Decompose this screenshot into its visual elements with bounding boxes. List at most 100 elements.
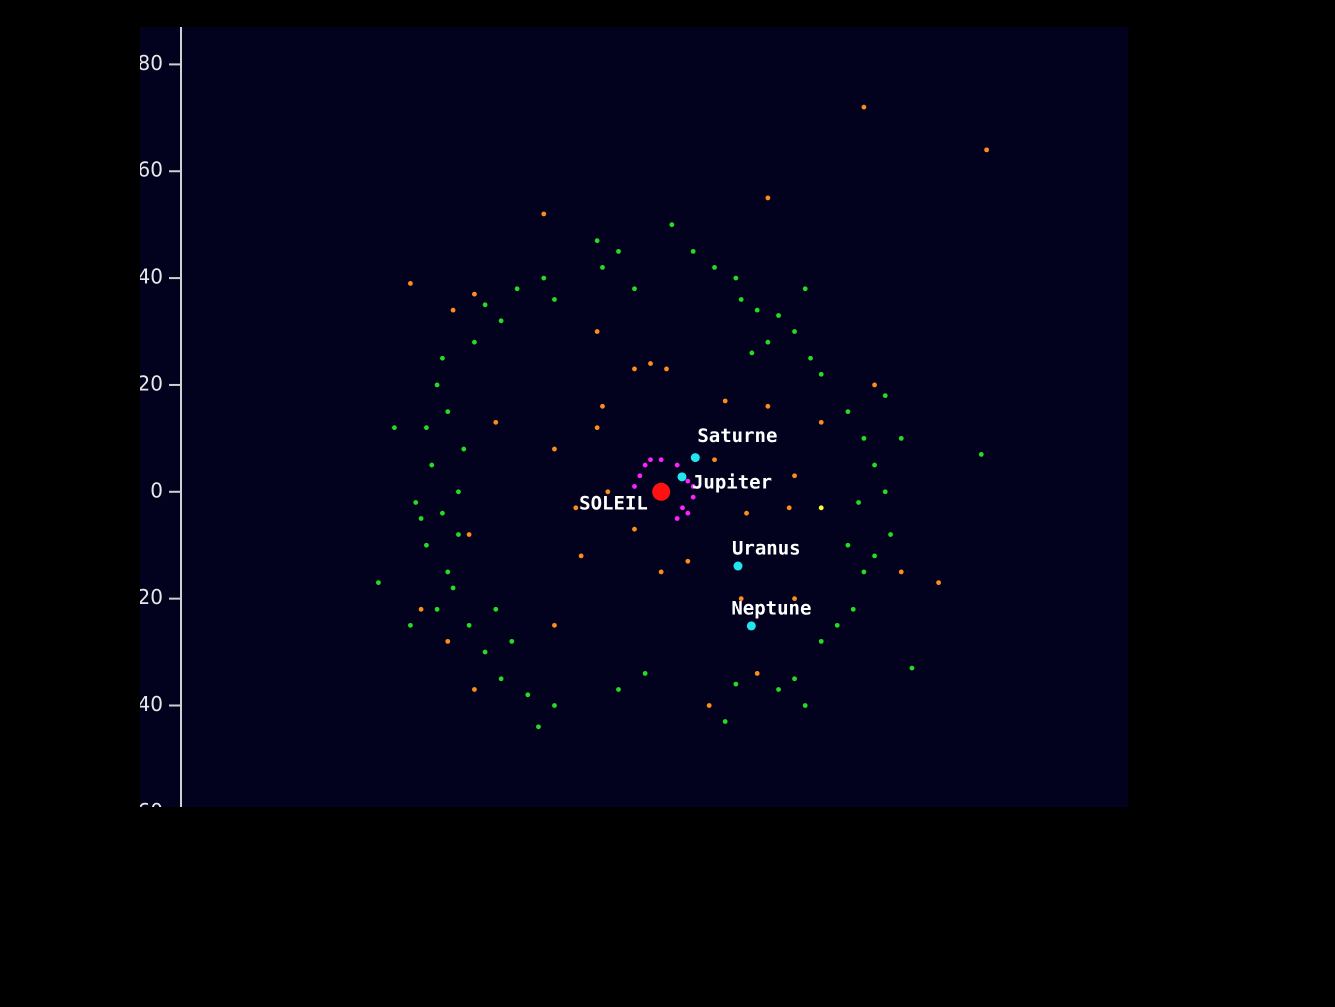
point [738, 297, 744, 302]
point [792, 329, 797, 334]
point [808, 355, 813, 361]
point [658, 457, 664, 463]
point [408, 622, 413, 628]
point [818, 505, 824, 511]
point [856, 500, 861, 505]
point [440, 510, 445, 516]
y-tick-label: 60 [138, 158, 163, 182]
planet-label: Saturne [697, 425, 777, 447]
point [472, 339, 477, 345]
point [765, 403, 771, 409]
point [861, 104, 867, 110]
point [600, 403, 605, 409]
point [408, 281, 413, 286]
point [776, 313, 781, 318]
point [685, 558, 691, 564]
point [594, 329, 600, 334]
point [669, 222, 675, 228]
point [936, 580, 941, 586]
point [898, 569, 904, 575]
point [850, 606, 856, 612]
point [632, 526, 637, 532]
planet-label: Neptune [731, 597, 811, 619]
point [605, 489, 611, 495]
point [536, 724, 541, 730]
point [461, 446, 467, 452]
point [888, 532, 893, 537]
point [376, 580, 381, 586]
planet [677, 472, 687, 482]
point [578, 553, 584, 559]
point [525, 692, 531, 698]
y-tick-label: 0 [150, 478, 163, 502]
point [493, 606, 499, 612]
point [690, 248, 696, 254]
point [616, 687, 621, 692]
point [648, 361, 653, 366]
point [456, 489, 461, 495]
point [493, 419, 499, 425]
y-tick-label: 20 [138, 371, 163, 395]
point [733, 681, 739, 687]
point [552, 446, 557, 452]
planet-label: Uranus [732, 538, 801, 560]
point [674, 462, 680, 468]
point [712, 457, 717, 463]
point [498, 318, 504, 324]
point [898, 435, 904, 441]
point [674, 516, 680, 521]
point [765, 195, 771, 201]
point [685, 510, 691, 516]
y-tick-label: -60 [130, 799, 163, 823]
point [632, 286, 637, 292]
point [818, 419, 824, 425]
point [616, 248, 621, 254]
sun [652, 482, 671, 501]
point [664, 366, 669, 372]
point [706, 703, 712, 708]
point [861, 569, 867, 575]
point [680, 505, 685, 511]
point [722, 719, 728, 724]
sun-label: SOLEIL [579, 492, 648, 514]
point [792, 473, 797, 479]
point [450, 307, 456, 313]
point [685, 478, 691, 484]
point [445, 409, 451, 415]
point [392, 425, 397, 431]
y-tick-label: 40 [138, 265, 163, 289]
point [845, 542, 851, 548]
point [637, 473, 643, 479]
point [424, 542, 429, 548]
point [482, 649, 488, 655]
point [648, 457, 653, 463]
point [445, 638, 451, 644]
point [872, 382, 877, 388]
point [434, 606, 440, 612]
point [632, 484, 637, 489]
point [509, 638, 515, 644]
y-tick-label: 80 [138, 51, 163, 75]
y-tick-label: -20 [130, 585, 163, 609]
y-tick-label: -40 [130, 692, 163, 716]
point [984, 147, 990, 153]
point [632, 366, 637, 372]
point [594, 238, 600, 244]
point [792, 596, 797, 602]
point [552, 297, 557, 302]
point [776, 687, 781, 692]
point [765, 339, 771, 345]
point [872, 462, 877, 468]
point [424, 425, 429, 431]
point [722, 398, 728, 404]
planet-label: Jupiter [692, 471, 772, 493]
point [802, 703, 808, 708]
point [786, 505, 792, 511]
point [909, 665, 915, 671]
point [690, 494, 696, 500]
point [802, 286, 808, 292]
point [456, 532, 461, 537]
plot: 80 60 40 20 0 -20 -40 -60 SOLEIL Saturne Jupiter Ur… [130, 27, 990, 823]
